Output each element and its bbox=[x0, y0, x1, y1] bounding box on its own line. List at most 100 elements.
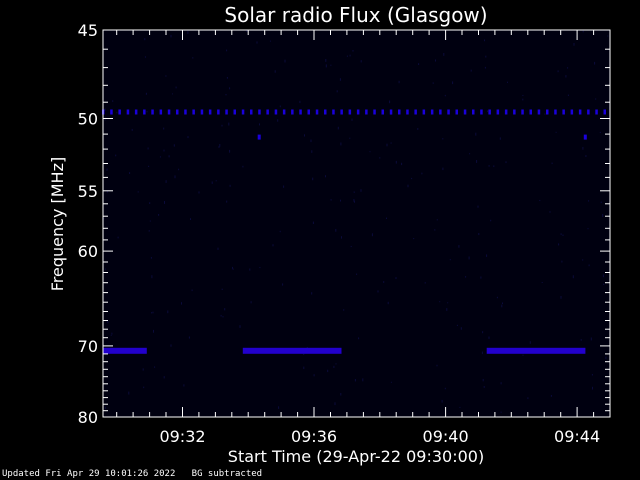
noise-speck bbox=[580, 339, 582, 341]
noise-speck bbox=[220, 314, 222, 317]
noise-speck bbox=[480, 276, 482, 279]
noise-speck bbox=[188, 336, 190, 339]
noise-speck bbox=[353, 191, 355, 193]
noise-speck bbox=[110, 334, 112, 336]
noise-speck bbox=[560, 296, 562, 299]
noise-speck bbox=[421, 172, 423, 175]
signal-dot bbox=[554, 109, 557, 115]
noise-speck bbox=[561, 260, 563, 263]
signal-dot bbox=[488, 109, 491, 115]
noise-speck bbox=[443, 53, 445, 56]
noise-speck bbox=[477, 205, 479, 208]
noise-speck bbox=[151, 275, 153, 279]
noise-speck bbox=[129, 172, 131, 174]
noise-speck bbox=[541, 282, 543, 283]
noise-speck bbox=[221, 124, 223, 127]
noise-speck bbox=[164, 201, 165, 204]
noise-speck bbox=[335, 228, 337, 232]
noise-speck bbox=[486, 254, 488, 257]
noise-speck bbox=[582, 259, 584, 261]
noise-speck bbox=[131, 128, 133, 131]
noise-speck bbox=[115, 154, 117, 157]
noise-speck bbox=[587, 228, 589, 230]
noise-speck bbox=[303, 366, 305, 370]
noise-speck bbox=[360, 60, 362, 63]
noise-speck bbox=[165, 75, 167, 77]
noise-speck bbox=[336, 90, 338, 93]
noise-speck bbox=[478, 233, 480, 236]
noise-speck bbox=[496, 296, 498, 299]
noise-speck bbox=[499, 137, 501, 140]
signal-dot bbox=[472, 109, 475, 115]
noise-speck bbox=[278, 406, 280, 409]
signal-dot bbox=[324, 109, 327, 115]
signal-dot bbox=[546, 109, 549, 115]
noise-speck bbox=[337, 126, 339, 130]
noise-speck bbox=[249, 268, 251, 271]
noise-speck bbox=[390, 142, 392, 144]
noise-speck bbox=[436, 219, 438, 221]
noise-speck bbox=[436, 364, 438, 367]
noise-speck bbox=[350, 245, 352, 248]
signal-dot bbox=[562, 109, 565, 115]
noise-speck bbox=[349, 137, 351, 139]
noise-speck bbox=[369, 151, 371, 153]
noise-speck bbox=[356, 273, 358, 275]
noise-speck bbox=[484, 39, 485, 42]
noise-speck bbox=[562, 234, 564, 236]
noise-speck bbox=[352, 50, 354, 52]
noise-speck bbox=[485, 55, 487, 58]
noise-speck bbox=[469, 153, 471, 155]
noise-speck bbox=[482, 378, 484, 382]
noise-speck bbox=[107, 321, 109, 324]
signal-marks bbox=[102, 109, 606, 354]
signal-dot bbox=[356, 109, 360, 115]
plot-area bbox=[103, 30, 610, 417]
noise-speck bbox=[239, 325, 241, 328]
noise-speck bbox=[334, 402, 336, 406]
signal-dot bbox=[332, 109, 335, 115]
signal-dot bbox=[192, 109, 195, 115]
signal-dot bbox=[513, 109, 516, 115]
signal-dot bbox=[447, 109, 450, 115]
noise-speck bbox=[170, 34, 172, 38]
noise-speck bbox=[226, 77, 228, 79]
noise-speck bbox=[441, 399, 443, 403]
signal-band bbox=[486, 347, 586, 354]
noise-speck bbox=[379, 157, 381, 159]
noise-speck bbox=[565, 75, 567, 78]
noise-speck bbox=[190, 218, 191, 220]
signal-dot bbox=[159, 109, 163, 115]
noise-speck bbox=[557, 70, 559, 73]
signal-dot bbox=[480, 109, 483, 115]
noise-speck bbox=[330, 199, 332, 201]
noise-speck bbox=[592, 386, 593, 390]
noise-speck bbox=[407, 184, 409, 188]
signal-dot bbox=[126, 109, 130, 115]
noise-speck bbox=[299, 100, 301, 104]
signal-dot bbox=[414, 109, 417, 115]
noise-speck bbox=[172, 93, 173, 95]
noise-speck bbox=[483, 386, 485, 388]
noise-speck bbox=[137, 191, 139, 193]
noise-speck bbox=[482, 331, 484, 334]
signal-dot bbox=[439, 109, 442, 115]
noise-speck bbox=[173, 144, 175, 147]
noise-speck bbox=[187, 136, 189, 139]
noise-speck bbox=[145, 92, 147, 95]
signal-dot bbox=[587, 109, 590, 115]
noise-speck bbox=[522, 94, 524, 96]
noise-speck bbox=[282, 283, 284, 286]
x-tick-label: 09:36 bbox=[291, 427, 337, 446]
signal-dot bbox=[373, 109, 376, 115]
noise-speck bbox=[417, 128, 419, 130]
noise-speck bbox=[325, 64, 327, 68]
noise-speck bbox=[142, 368, 144, 371]
noise-speck bbox=[313, 374, 315, 377]
noise-speck bbox=[259, 123, 260, 126]
signal-dot bbox=[282, 109, 286, 115]
noise-speck bbox=[149, 202, 151, 204]
noise-speck bbox=[226, 49, 228, 52]
signal-dot bbox=[578, 109, 582, 115]
noise-speck bbox=[395, 160, 397, 164]
